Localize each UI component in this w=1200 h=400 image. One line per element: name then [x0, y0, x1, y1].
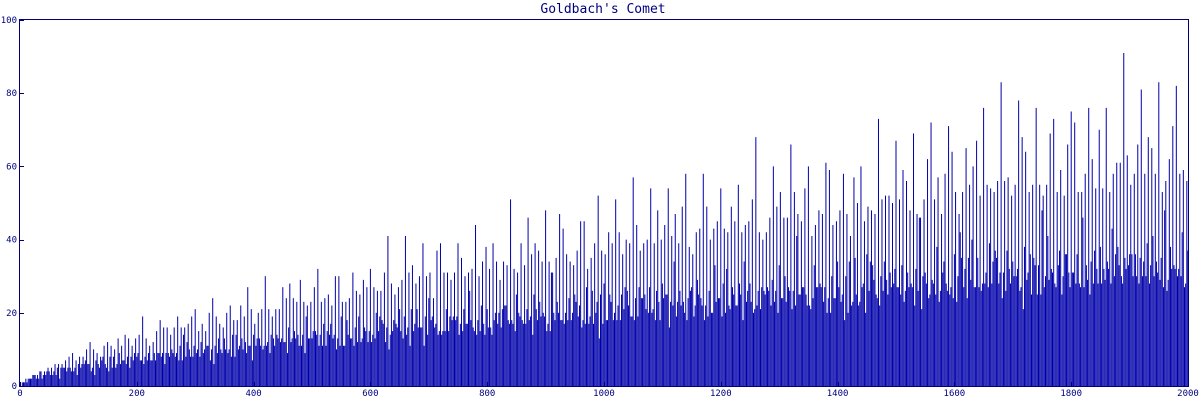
y-tick-label: 100	[1, 16, 17, 26]
x-axis-ticks: 0 200 400 600 800 1000 1200 1400 1600 1800 2000	[17, 382, 1199, 399]
y-tick-label: 80	[6, 89, 17, 99]
y-tick-label: 20	[6, 309, 17, 319]
x-tick-label: 1600	[944, 389, 966, 399]
x-tick-label: 1000	[593, 389, 615, 399]
x-tick-label: 600	[362, 389, 378, 399]
y-tick-label: 40	[6, 236, 17, 246]
x-tick-label: 400	[245, 389, 261, 399]
y-tick-label: 0	[12, 382, 17, 392]
x-tick-label: 1800	[1060, 389, 1082, 399]
x-tick-label: 200	[129, 389, 145, 399]
y-axis-ticks: 0 20 40 60 80 100	[1, 16, 24, 392]
x-tick-label: 0	[17, 389, 22, 399]
plot-frame	[19, 19, 1189, 387]
x-tick-label: 1400	[827, 389, 849, 399]
chart-title: Goldbach's Comet	[540, 2, 665, 17]
y-tick-label: 60	[6, 162, 17, 172]
x-tick-label: 2000	[1177, 389, 1199, 399]
x-tick-label: 1200	[710, 389, 732, 399]
bars-group	[21, 52, 1189, 386]
x-tick-label: 800	[479, 389, 495, 399]
